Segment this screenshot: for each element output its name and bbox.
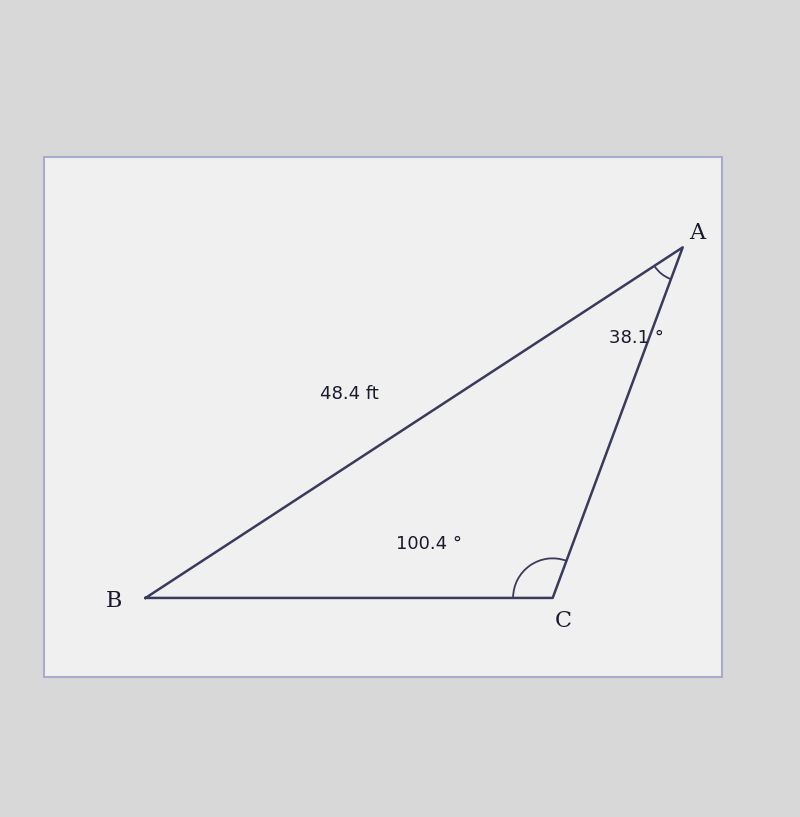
Text: 38.1 °: 38.1 ° [610,328,664,346]
Text: A: A [689,222,705,244]
Text: 100.4 °: 100.4 ° [396,534,462,552]
Text: B: B [106,590,122,612]
Bar [44,157,722,677]
Text: 48.4 ft: 48.4 ft [320,386,378,404]
Text: C: C [554,609,571,632]
